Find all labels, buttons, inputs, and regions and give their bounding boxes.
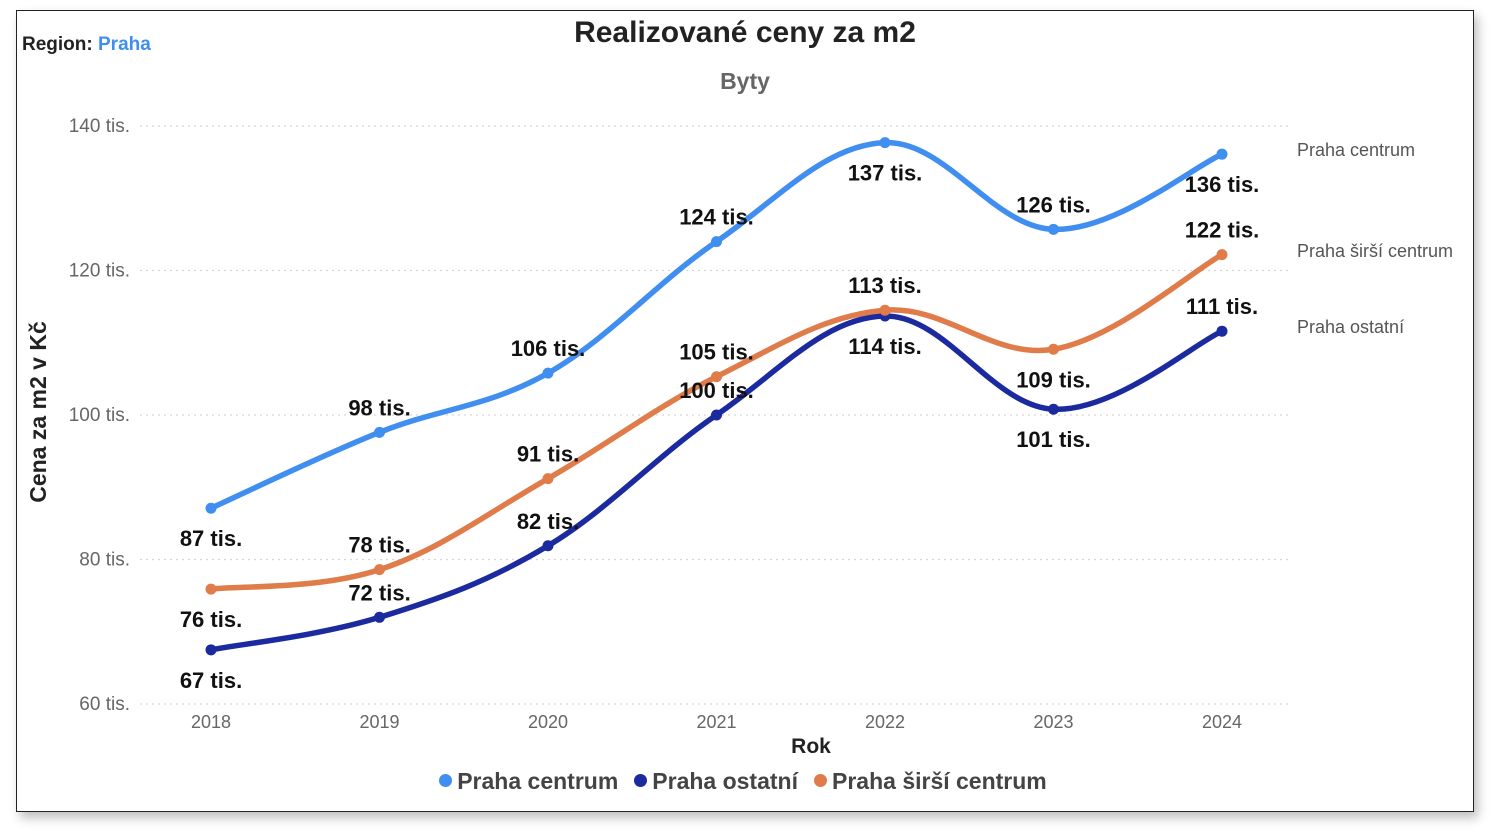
x-tick-label: 2022: [865, 712, 905, 732]
x-tick-label: 2018: [191, 712, 231, 732]
data-point-praha-ostatní: [711, 409, 722, 421]
data-point-praha-centrum: [1048, 223, 1059, 235]
data-point-praha-centrum: [1216, 148, 1228, 160]
data-point-praha-širší-centrum: [879, 304, 891, 316]
y-tick-label: 120 tis.: [69, 261, 130, 282]
data-label-praha-ostatní: 111 tis.: [1186, 294, 1258, 319]
region-value[interactable]: Praha: [98, 34, 151, 55]
legend-item[interactable]: Praha ostatní: [634, 768, 798, 795]
data-point-praha-centrum: [205, 502, 217, 514]
data-label-praha-centrum: 126 tis.: [1016, 192, 1091, 217]
end-label-praha-centrum: Praha centrum: [1297, 140, 1415, 160]
chart-subtitle: Byty: [720, 68, 770, 94]
data-point-praha-centrum: [879, 137, 891, 149]
data-label-praha-ostatní: 67 tis.: [180, 668, 242, 693]
data-label-praha-ostatní: 72 tis.: [348, 580, 410, 605]
legend-label: Praha širší centrum: [832, 768, 1047, 794]
data-point-praha-širší-centrum: [1048, 343, 1059, 355]
data-label-praha-centrum: 124 tis.: [679, 205, 754, 230]
x-tick-label: 2021: [696, 712, 736, 732]
data-point-praha-širší-centrum: [205, 583, 217, 595]
x-tick-label: 2023: [1033, 712, 1073, 732]
data-point-praha-ostatní: [1048, 403, 1059, 415]
y-tick-label: 140 tis.: [69, 116, 130, 137]
data-point-praha-ostatní: [1216, 325, 1228, 337]
data-label-praha-centrum: 98 tis.: [348, 395, 410, 420]
data-label-praha-ostatní: 101 tis.: [1016, 427, 1091, 452]
legend-dot-icon: [814, 774, 827, 787]
legend-dot-icon: [634, 774, 648, 787]
data-label-praha-centrum: 87 tis.: [180, 526, 242, 551]
data-label-praha-centrum: 136 tis.: [1185, 172, 1260, 197]
y-tick-label: 60 tis.: [79, 694, 130, 715]
legend-label: Praha centrum: [457, 768, 619, 794]
end-label-praha-ostatní: Praha ostatní: [1297, 317, 1404, 337]
chart-frame: [16, 10, 1474, 812]
data-label-praha-širší-centrum: 122 tis.: [1185, 218, 1260, 243]
data-point-praha-širší-centrum: [374, 564, 385, 576]
region-label: Region:: [22, 34, 93, 55]
y-tick-label: 100 tis.: [69, 405, 130, 426]
data-point-praha-ostatní: [205, 644, 217, 656]
data-label-praha-centrum: 106 tis.: [511, 336, 586, 361]
legend-label: Praha ostatní: [652, 768, 798, 794]
data-label-praha-ostatní: 100 tis.: [679, 378, 754, 403]
data-label-praha-širší-centrum: 78 tis.: [348, 533, 410, 558]
legend-dot-icon: [439, 774, 453, 787]
data-point-praha-ostatní: [542, 540, 554, 552]
data-point-praha-širší-centrum: [1216, 249, 1228, 261]
data-point-praha-širší-centrum: [542, 473, 554, 485]
legend-item[interactable]: Praha širší centrum: [814, 768, 1047, 795]
x-tick-label: 2020: [528, 712, 568, 732]
data-label-praha-širší-centrum: 113 tis.: [848, 273, 921, 298]
data-label-praha-ostatní: 114 tis.: [848, 334, 921, 359]
data-label-praha-širší-centrum: 76 tis.: [180, 607, 242, 632]
y-axis-title: Cena za m2 v Kč: [25, 321, 51, 503]
region-filter[interactable]: Region: Praha: [22, 34, 151, 56]
legend-item[interactable]: Praha centrum: [439, 768, 618, 795]
data-point-praha-centrum: [374, 426, 385, 438]
data-label-praha-širší-centrum: 105 tis.: [679, 340, 754, 365]
data-label-praha-centrum: 137 tis.: [848, 161, 923, 186]
data-point-praha-širší-centrum: [711, 371, 722, 383]
data-label-praha-širší-centrum: 109 tis.: [1016, 367, 1091, 392]
data-label-praha-ostatní: 82 tis.: [517, 509, 579, 534]
data-point-praha-centrum: [542, 367, 554, 379]
data-label-praha-širší-centrum: 91 tis.: [517, 442, 579, 467]
data-point-praha-ostatní: [374, 611, 385, 623]
legend: Praha centrum Praha ostatní Praha širší ce…: [0, 768, 1486, 795]
end-label-praha-širší-centrum: Praha širší centrum: [1297, 241, 1453, 261]
x-tick-label: 2019: [359, 712, 399, 732]
x-axis-title: Rok: [791, 735, 831, 758]
data-point-praha-centrum: [711, 236, 722, 248]
chart-title: Realizované ceny za m2: [574, 16, 916, 49]
y-tick-label: 80 tis.: [79, 550, 130, 571]
x-tick-label: 2024: [1202, 712, 1242, 732]
